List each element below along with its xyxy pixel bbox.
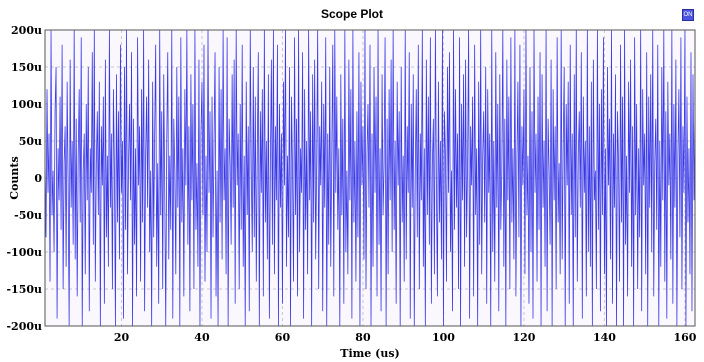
x-tick-label: 40 <box>194 331 210 344</box>
x-tick-label: 160 <box>673 331 696 344</box>
y-tick-label: -50u <box>14 209 42 222</box>
y-tick-label: 200u <box>11 24 42 37</box>
y-tick-label: 50u <box>19 135 42 148</box>
x-tick-label: 20 <box>114 331 130 344</box>
scope-control-icon[interactable]: ON <box>682 9 694 21</box>
y-tick-label: 150u <box>11 61 42 74</box>
y-tick-label: 0 <box>34 172 42 185</box>
y-tick-label: -200u <box>6 320 42 333</box>
series-layer <box>44 29 696 327</box>
y-tick-label: -100u <box>6 246 42 259</box>
y-tick-label: 100u <box>11 98 42 111</box>
x-tick-label: 140 <box>593 331 616 344</box>
plot-frame <box>44 29 696 327</box>
y-tick-label: -150u <box>6 283 42 296</box>
chart-title: Scope Plot <box>320 7 383 21</box>
x-tick-label: 100 <box>432 331 455 344</box>
x-tick-label: 80 <box>355 331 371 344</box>
series-line <box>44 29 696 327</box>
x-tick-label: 60 <box>275 331 291 344</box>
y-tick-labels: 200u 150u 100u 50u 0 -50u -100u -150u -200u <box>6 24 42 333</box>
x-axis-label: Time (us) <box>340 347 399 360</box>
x-tick-labels: 20 40 60 80 100 120 140 160 <box>114 331 697 344</box>
y-axis-label: Counts <box>8 156 21 199</box>
x-tick-label: 120 <box>512 331 535 344</box>
